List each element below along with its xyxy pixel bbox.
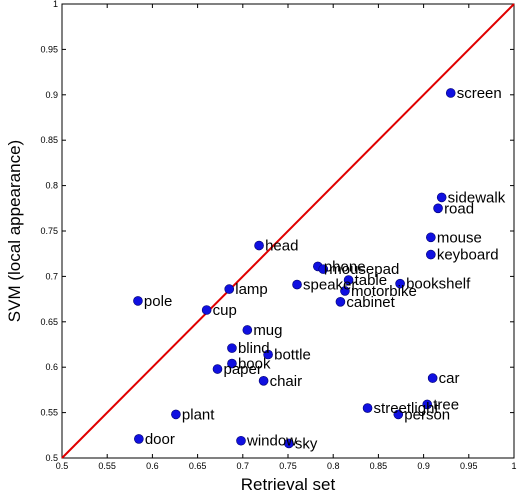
point-bottle: [263, 349, 273, 360]
point-label-streetlight: streetlight: [374, 400, 440, 417]
point-road: [433, 203, 443, 214]
point-blind: [227, 343, 237, 353]
point-streetlight: [362, 403, 373, 413]
point-lamp: [224, 284, 235, 294]
point-window: [236, 435, 246, 446]
y-axis-title: SVM (local appearance): [5, 140, 24, 322]
x-tick-label: 0.7: [237, 461, 250, 471]
point-keyboard: [426, 249, 436, 260]
point-label-phone: phone: [324, 258, 366, 275]
diagonal-line: [61, 3, 515, 459]
point-label-paper: paper: [223, 361, 261, 378]
point-label-bottle: bottle: [274, 346, 311, 363]
y-tick-label: 0.95: [40, 44, 58, 54]
point-label-mug: mug: [253, 322, 282, 339]
x-tick-label: 0.75: [279, 461, 297, 471]
point-label-car: car: [439, 370, 460, 387]
point-label-screen: screen: [457, 85, 502, 102]
point-pole: [133, 296, 143, 306]
point-label-sky: sky: [295, 435, 318, 452]
x-tick-label: 0.5: [56, 461, 69, 471]
point-label-head: head: [265, 238, 298, 255]
point-label-speaker: speaker: [303, 277, 356, 294]
point-plant: [171, 409, 181, 420]
point-label-plant: plant: [182, 406, 215, 423]
point-label-door: door: [145, 431, 175, 448]
point-car: [427, 373, 438, 383]
point-label-bookshelf: bookshelf: [406, 276, 471, 293]
point-door: [134, 434, 144, 444]
point-paper: [212, 364, 223, 374]
x-tick-label: 1: [511, 461, 516, 471]
point-mousepad: [318, 264, 329, 274]
point-cabinet: [335, 297, 346, 307]
point-label-mouse: mouse: [437, 229, 482, 246]
point-speaker: [292, 279, 302, 290]
point-label-cup: cup: [213, 302, 237, 319]
point-label-lamp: lamp: [235, 281, 268, 298]
point-person: [393, 409, 404, 420]
y-tick-label: 0.9: [45, 90, 58, 100]
point-head: [254, 240, 264, 251]
point-cup: [201, 305, 212, 315]
point-tree: [422, 399, 433, 410]
x-tick-label: 0.85: [370, 461, 388, 471]
point-label-motorbike: motorbike: [351, 283, 417, 300]
point-sidewalk: [436, 192, 447, 203]
y-tick-label: 0.5: [45, 453, 58, 463]
point-label-chair: chair: [270, 373, 303, 390]
x-tick-label: 0.95: [460, 461, 478, 471]
point-label-road: road: [444, 200, 474, 217]
x-tick-label: 0.9: [417, 461, 430, 471]
point-label-tree: tree: [433, 396, 459, 413]
y-tick-label: 0.8: [45, 181, 58, 191]
point-book: [227, 358, 237, 369]
axis-ticks: 0.5 0.55 0.6 0.65 0.7 0.75 0.8 0.85 0.9 0.95 1 0.5 0…: [40, 0, 516, 471]
y-tick-label: 0.75: [40, 226, 58, 236]
point-label-table: table: [355, 272, 388, 289]
point-mug: [242, 325, 253, 335]
y-tick-label: 0.7: [45, 271, 58, 281]
point-label-keyboard: keyboard: [437, 247, 499, 264]
y-tick-label: 0.6: [45, 362, 58, 372]
y-tick-label: 1: [53, 0, 58, 9]
point-label-window: window: [246, 433, 297, 450]
point-mouse: [426, 232, 436, 243]
x-tick-label: 0.6: [146, 461, 159, 471]
point-label-mousepad: mousepad: [329, 261, 399, 278]
point-bookshelf: [395, 278, 405, 289]
x-tick-label: 0.55: [98, 461, 116, 471]
point-label-cabinet: cabinet: [346, 294, 395, 311]
point-table: [343, 275, 354, 285]
x-tick-label: 0.65: [189, 461, 207, 471]
point-chair: [258, 376, 269, 386]
x-axis-title: Retrieval set: [241, 475, 336, 494]
y-tick-label: 0.55: [40, 408, 58, 418]
y-tick-label: 0.65: [40, 317, 58, 327]
diagonal-reference-line: [61, 3, 515, 459]
point-motorbike: [340, 286, 350, 296]
point-sky: [284, 438, 294, 449]
point-label-pole: pole: [144, 293, 172, 310]
point-label-blind: blind: [238, 340, 270, 357]
point-label-sidewalk: sidewalk: [448, 189, 506, 206]
point-label-book: book: [238, 356, 271, 373]
point-label-person: person: [404, 406, 450, 423]
point-screen: [445, 88, 456, 98]
y-tick-label: 0.85: [40, 135, 58, 145]
x-tick-label: 0.8: [327, 461, 340, 471]
data-points: [133, 88, 456, 449]
